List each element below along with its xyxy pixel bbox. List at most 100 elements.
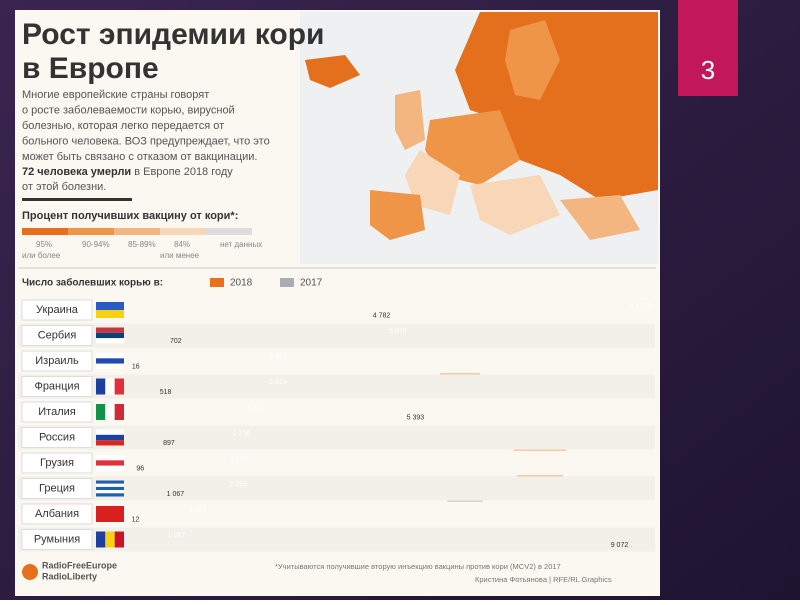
flag-stripe — [96, 440, 124, 446]
flag-stripe — [96, 378, 106, 395]
map-region — [425, 110, 520, 185]
flag-stripe — [96, 455, 124, 461]
value-label: 5 393 — [407, 414, 425, 421]
chart-title: Число заболевших корью в: — [22, 277, 163, 289]
legend-label: 2018 — [230, 278, 253, 289]
flag-stripe — [96, 531, 106, 548]
flag-stripe — [96, 353, 124, 359]
category-label: Сербия — [38, 329, 77, 341]
highlight: 72 человека умерли в Европе 2018 году — [22, 166, 233, 178]
value-label: 518 — [160, 389, 172, 396]
value-label: 2 256 — [233, 430, 251, 437]
map-region — [370, 190, 425, 240]
flag-stripe — [114, 531, 124, 548]
flag-stripe — [96, 483, 124, 487]
value-label: 897 — [163, 440, 175, 447]
logo-text: RadioFreeEurope — [42, 560, 117, 570]
title: Рост эпидемии кори — [22, 18, 325, 51]
vaccination-label: или более — [22, 251, 61, 260]
vaccination-label: 90-94% — [82, 240, 110, 249]
category-label: Израиль — [35, 355, 79, 367]
highlight-last: от этой болезни. — [22, 181, 106, 193]
value-label: 2 919 — [269, 353, 287, 360]
row-background — [18, 374, 655, 399]
row-background — [18, 349, 655, 373]
value-label: 702 — [170, 338, 182, 345]
category-box — [21, 478, 93, 499]
vaccination-label: 85-89% — [128, 240, 156, 249]
description: Многие европейские страны говорят — [22, 89, 209, 101]
logo-text: RadioLiberty — [42, 571, 97, 581]
category-label: Албания — [35, 508, 79, 520]
vaccination-swatch — [206, 228, 252, 235]
vaccination-legend-title: Процент получивших вакцину от кори*: — [22, 210, 238, 222]
author: Кристина Фотьянова | RFE/RL Graphics — [475, 575, 612, 584]
flag-stripe — [96, 506, 124, 522]
flag-stripe — [114, 378, 124, 395]
flag-stripe — [96, 404, 106, 420]
row-background — [18, 502, 655, 526]
flag-stripe — [105, 378, 115, 395]
flag-stripe — [105, 531, 115, 548]
row-background — [18, 400, 655, 424]
flag-stripe — [96, 460, 124, 466]
vaccination-swatch — [114, 228, 160, 235]
flag-stripe — [96, 434, 124, 441]
value-label: 12 — [132, 516, 140, 523]
value-label: 2 913 — [269, 379, 287, 386]
value-label: 1 466 — [189, 506, 207, 513]
flag-stripe — [96, 338, 124, 344]
flag-stripe — [96, 332, 124, 339]
description: может быть связано с отказом от вакцинац… — [22, 151, 257, 163]
highlight-rest: в Европе 2018 году — [131, 166, 233, 178]
value-label: 4 782 — [373, 312, 391, 319]
category-label: Румыния — [34, 533, 80, 545]
footnote: *Учитываются получившие вторую инъекцию … — [275, 562, 561, 571]
vaccination-label: или менее — [160, 251, 200, 260]
category-label: Франция — [34, 380, 79, 392]
category-label: Грузия — [40, 457, 74, 469]
map-region — [560, 195, 640, 240]
row-background — [18, 476, 655, 501]
slide-number: 3 — [701, 55, 715, 85]
category-box — [21, 325, 93, 346]
value-label: 16 — [132, 363, 140, 370]
category-box — [21, 529, 93, 550]
flag-stripe — [96, 327, 124, 333]
flag-stripe — [96, 358, 124, 364]
legend-swatch — [280, 278, 294, 287]
vaccination-label: нет данных — [220, 240, 262, 249]
flag-stripe — [96, 310, 124, 318]
slide-number-box — [678, 0, 738, 96]
row-background — [18, 527, 655, 552]
value-label: 1 067 — [167, 491, 185, 498]
flag-stripe — [96, 302, 124, 310]
legend-swatch — [210, 278, 224, 287]
row-background — [18, 298, 655, 322]
flag-stripe — [96, 465, 124, 471]
vaccination-label: 84% — [174, 240, 190, 249]
vaccination-label: 95% — [36, 240, 52, 249]
category-label: Италия — [38, 406, 76, 418]
flag-stripe — [114, 404, 124, 420]
map — [300, 12, 658, 264]
value-label: 2 517 — [247, 404, 265, 411]
highlight-bold: 72 человека умерли — [22, 166, 131, 178]
value-label: 96 — [136, 465, 144, 472]
description: больного человека. ВОЗ предупреждает, чт… — [22, 135, 270, 147]
category-label: Украина — [36, 304, 79, 316]
legend-label: 2017 — [300, 278, 323, 289]
map-region — [505, 20, 560, 100]
value-label: 1 087 — [168, 532, 186, 539]
description: болезнью, которая легко передается от — [22, 120, 224, 132]
category-label: Россия — [39, 431, 75, 443]
category-box — [21, 376, 93, 397]
flag-stripe — [96, 493, 124, 497]
flag-stripe — [96, 490, 124, 494]
map-region — [395, 90, 425, 150]
category-box — [21, 401, 93, 423]
flag-stripe — [96, 480, 124, 484]
category-box — [21, 350, 93, 372]
category-label: Греция — [39, 482, 75, 494]
